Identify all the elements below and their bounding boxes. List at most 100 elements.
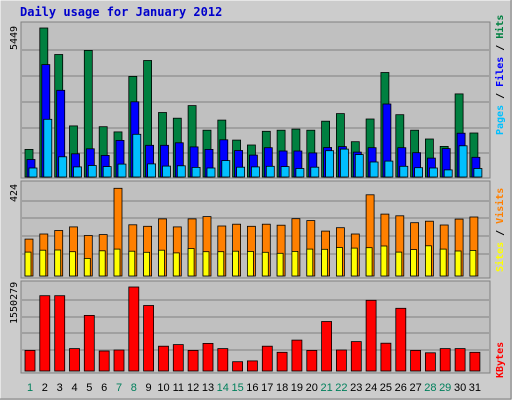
legend-entry: Hits (494, 15, 506, 39)
sites-bar (261, 251, 269, 277)
day-label: 3 (57, 382, 63, 394)
kbytes-bar (306, 349, 318, 372)
sites-bar (232, 250, 240, 277)
sites-bar (143, 251, 151, 277)
sites-bar (410, 249, 418, 277)
sites-bar (98, 250, 106, 277)
day-label: 24 (365, 382, 377, 394)
sites-bar (469, 249, 477, 277)
sites-bar (439, 248, 447, 277)
pages-bar (428, 167, 438, 178)
ymax-label-hits: 5449 (9, 26, 20, 50)
pages-bar (310, 166, 320, 178)
pages-bar (221, 160, 231, 178)
day-label: 25 (380, 382, 392, 394)
kbytes-bar (246, 360, 258, 372)
kbytes-bar (83, 314, 95, 372)
day-label: 21 (320, 382, 332, 394)
kbytes-bar (128, 286, 140, 372)
day-label: 8 (131, 382, 137, 394)
pages-bar (87, 165, 97, 178)
pages-bar (73, 166, 82, 178)
kbytes-bar (202, 342, 214, 372)
pages-bar (117, 163, 127, 178)
day-label: 15 (231, 382, 243, 394)
sites-bar (454, 250, 462, 277)
day-label: 6 (101, 382, 107, 394)
kbytes-bar (158, 345, 169, 372)
day-label: 13 (202, 382, 214, 394)
sites-bar (291, 250, 299, 277)
pages-bar (191, 166, 201, 178)
pages-bar (280, 166, 290, 178)
sites-bar (54, 249, 62, 277)
day-label: 14 (217, 382, 229, 394)
day-label: 18 (276, 382, 288, 394)
kbytes-bar (217, 348, 229, 372)
day-label: 31 (469, 382, 481, 394)
pages-bar (147, 163, 157, 178)
legend-entry: / (495, 224, 506, 242)
sites-bar (306, 248, 314, 277)
sites-bar (380, 245, 388, 277)
legend-sites-visits: Sites / Visits (494, 188, 506, 272)
pages-bar (176, 165, 186, 178)
day-label: 30 (454, 382, 466, 394)
kbytes-bar (424, 352, 436, 372)
sites-bar (202, 251, 210, 277)
pages-bar (354, 154, 364, 178)
kbytes-bar (439, 348, 451, 372)
day-label: 19 (291, 382, 303, 394)
day-label: 2 (42, 382, 48, 394)
sites-bar (24, 251, 32, 277)
sites-bar (69, 251, 76, 277)
legend-kbytes: KBytes (495, 342, 506, 378)
sites-bar (83, 257, 91, 277)
kbytes-bar (261, 345, 273, 372)
kbytes-bar (365, 299, 377, 372)
sites-bar (187, 248, 195, 277)
legend-entry: Sites (494, 242, 506, 272)
sites-bar (365, 247, 373, 277)
pages-bar (443, 169, 453, 178)
legend-entry: Files (494, 57, 506, 87)
pages-bar (132, 133, 142, 178)
kbytes-bar (187, 349, 199, 372)
pages-bar (265, 165, 275, 178)
legend-entry: Visits (494, 188, 506, 224)
kbytes-bar (410, 349, 422, 372)
sites-bar (172, 252, 180, 277)
sites-bar (128, 250, 136, 277)
pages-bar (414, 167, 424, 178)
day-labels: 1 2 3 4 5 6 7 8 9 10 11 12 13 14 15 16 17 18 19 20 21 22 23 24 2… (27, 382, 481, 394)
sites-bar (217, 251, 225, 277)
sites-bar (246, 250, 254, 277)
pages-bar (458, 145, 468, 178)
kbytes-bar (24, 349, 36, 372)
day-label: 11 (173, 382, 184, 394)
pages-bar (369, 161, 379, 178)
kbytes-bar (172, 344, 184, 372)
day-label: 12 (187, 382, 199, 394)
sites-bar (113, 248, 121, 277)
legend-entry: / (495, 39, 506, 57)
day-label: 26 (395, 382, 407, 394)
day-label: 5 (86, 382, 92, 394)
sites-bar (424, 245, 432, 277)
chart-title: Daily usage for January 2012 (20, 5, 222, 19)
legend-pages-files-hits: Pages / Files / Hits (494, 15, 506, 135)
pages-bar (28, 167, 38, 178)
ymax-label-visits: 424 (9, 184, 20, 202)
day-label: 27 (409, 382, 421, 394)
pages-bar (384, 160, 394, 178)
pages-bar (339, 148, 349, 178)
kbytes-bar (350, 341, 362, 372)
day-label: 9 (146, 382, 152, 394)
day-label: 22 (335, 382, 347, 394)
pages-bar (250, 166, 260, 178)
kbytes-bar (395, 307, 407, 372)
kbytes-bar (69, 348, 80, 372)
sites-bar (335, 247, 343, 277)
kbytes-bar (39, 295, 51, 372)
